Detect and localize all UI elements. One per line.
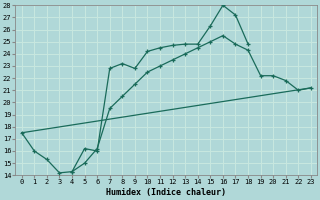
X-axis label: Humidex (Indice chaleur): Humidex (Indice chaleur) [106,188,226,197]
